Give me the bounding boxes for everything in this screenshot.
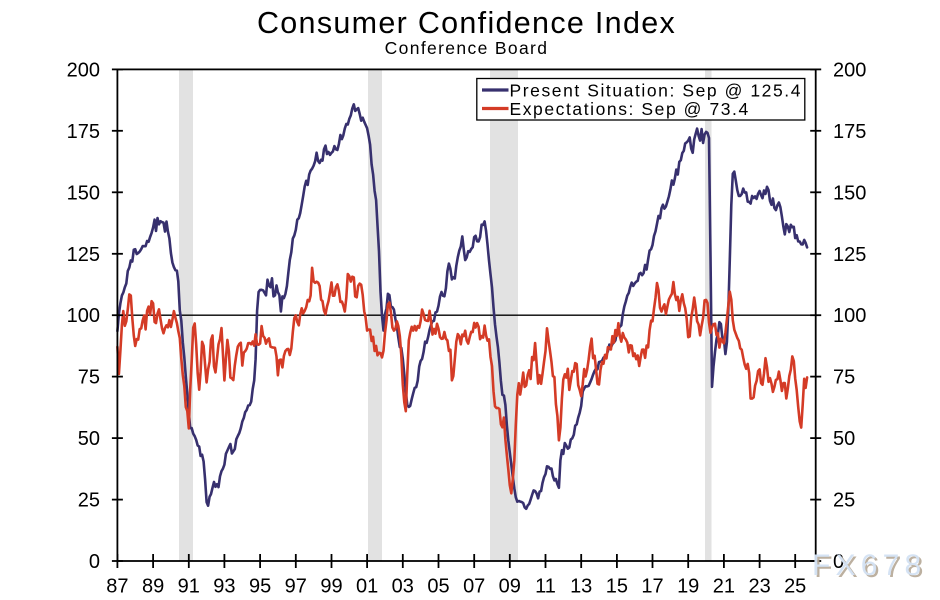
svg-text:Present Situation: Sep @ 125.4: Present Situation: Sep @ 125.4 (510, 81, 803, 101)
svg-text:99: 99 (320, 576, 342, 598)
svg-text:91: 91 (178, 576, 200, 598)
svg-text:01: 01 (356, 576, 378, 598)
svg-text:0: 0 (89, 551, 100, 573)
svg-text:93: 93 (213, 576, 235, 598)
svg-text:Consumer Confidence Index: Consumer Confidence Index (257, 6, 676, 40)
svg-text:50: 50 (833, 428, 855, 450)
svg-text:100: 100 (833, 305, 866, 327)
svg-text:15: 15 (606, 576, 628, 598)
svg-text:150: 150 (833, 182, 866, 204)
svg-text:97: 97 (285, 576, 307, 598)
svg-text:FX678: FX678 (814, 551, 928, 584)
svg-text:19: 19 (677, 576, 699, 598)
svg-text:09: 09 (499, 576, 521, 598)
svg-text:200: 200 (67, 59, 100, 81)
svg-text:175: 175 (833, 121, 866, 143)
svg-text:21: 21 (713, 576, 735, 598)
svg-text:125: 125 (833, 244, 866, 266)
svg-text:FX678: FX678 (812, 549, 926, 582)
svg-text:03: 03 (392, 576, 414, 598)
svg-text:05: 05 (427, 576, 449, 598)
svg-text:87: 87 (106, 576, 128, 598)
svg-text:13: 13 (570, 576, 592, 598)
svg-text:200: 200 (833, 59, 866, 81)
svg-text:0: 0 (833, 551, 844, 573)
svg-text:75: 75 (833, 367, 855, 389)
svg-text:25: 25 (78, 490, 100, 512)
svg-text:Expectations: Sep @ 73.4: Expectations: Sep @ 73.4 (510, 99, 750, 119)
svg-text:50: 50 (78, 428, 100, 450)
svg-text:100: 100 (67, 305, 100, 327)
svg-text:11: 11 (535, 576, 556, 598)
svg-text:07: 07 (463, 576, 485, 598)
svg-text:175: 175 (67, 121, 100, 143)
svg-text:25: 25 (833, 490, 855, 512)
svg-text:Conference Board: Conference Board (385, 38, 549, 58)
svg-text:89: 89 (142, 576, 164, 598)
svg-text:25: 25 (784, 576, 806, 598)
svg-text:23: 23 (748, 576, 770, 598)
svg-text:95: 95 (249, 576, 271, 598)
svg-text:150: 150 (67, 182, 100, 204)
svg-text:17: 17 (641, 576, 663, 598)
svg-text:75: 75 (78, 367, 100, 389)
svg-text:125: 125 (67, 244, 100, 266)
